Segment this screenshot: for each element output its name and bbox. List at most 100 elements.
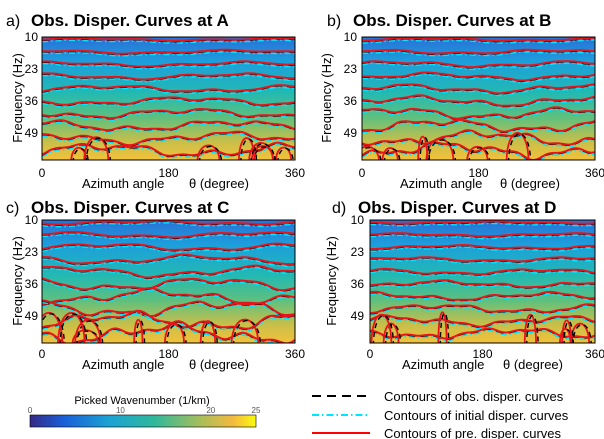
panel-c-ylabel: Frequency (Hz) — [10, 236, 25, 326]
initial-contour-line — [42, 51, 295, 57]
pre-contour-loop — [238, 137, 256, 160]
obs-contour-loop — [42, 313, 65, 343]
pre-contour-line — [42, 309, 295, 330]
initial-contour-line — [42, 86, 295, 95]
initial-contour-line — [370, 281, 595, 291]
ytick-label: 49 — [351, 309, 365, 323]
pre-contour-loop — [57, 312, 86, 343]
pre-contour-loop — [74, 319, 102, 343]
pre-contour-loop — [275, 146, 292, 160]
panel-c-yticks: 10 23 36 49 — [25, 213, 39, 323]
legend: Contours of obs. disper. curves Contours… — [312, 389, 569, 439]
xtick-label: 0 — [367, 347, 374, 361]
panel-b-frame — [361, 36, 596, 161]
panel-d-ylabel: Frequency (Hz) — [324, 236, 339, 326]
pre-contour-line — [42, 96, 295, 107]
obs-contour-loop — [468, 147, 490, 160]
colorbar: Picked Wavenumber (1/km) 0 10 20 25 — [28, 395, 261, 428]
xtick-label: 0 — [39, 347, 46, 361]
pre-contour-line — [370, 290, 595, 301]
pre-contour-line — [370, 256, 595, 263]
colorbar-tick-label: 0 — [28, 406, 33, 415]
panel-b-contours — [362, 37, 595, 160]
initial-contour-line — [362, 121, 595, 135]
obs-contour-loop — [199, 145, 222, 160]
pre-contour-line — [42, 84, 295, 93]
pre-contour-loop — [362, 145, 380, 160]
initial-contour-line — [370, 222, 595, 227]
xtick-label: 180 — [468, 166, 488, 180]
obs-contour-loop — [384, 148, 401, 160]
initial-contour-line — [370, 234, 595, 240]
colorbar-title: Picked Wavenumber (1/km) — [74, 395, 209, 407]
ytick-label: 36 — [25, 94, 39, 108]
initial-contour-line — [42, 110, 295, 122]
colorbar-tick-label: 25 — [252, 406, 261, 415]
pre-contour-line — [42, 230, 295, 239]
pre-contour-loop — [561, 319, 573, 343]
pre-contour-line — [370, 303, 595, 314]
ytick-label: 23 — [25, 245, 39, 259]
xtick-label: 360 — [285, 347, 305, 361]
initial-contour-line — [42, 222, 295, 228]
pre-contour-line — [42, 72, 295, 81]
pre-contour-line — [42, 277, 295, 292]
pre-contour-loop — [196, 144, 221, 160]
panel-a-frame — [41, 36, 296, 161]
pre-contour-line — [362, 71, 595, 82]
pre-contour-line — [42, 48, 295, 55]
initial-contour-line — [42, 289, 295, 307]
pre-contour-line — [370, 267, 595, 276]
ytick-label: 10 — [25, 30, 39, 44]
obs-contour-loop — [72, 148, 89, 160]
initial-contour-line — [42, 62, 295, 70]
obs-contour-loop — [372, 315, 394, 343]
panel-d-xlabel-theta: θ (degree) — [503, 357, 563, 372]
xtick-label: 0 — [39, 166, 46, 180]
ytick-label: 49 — [25, 126, 39, 140]
pre-contour-loop — [71, 329, 100, 343]
panel-d-title: Obs. Disper. Curves at D — [358, 198, 556, 217]
pre-contour-line — [42, 130, 295, 147]
ytick-label: 10 — [344, 30, 358, 44]
initial-contour-line — [370, 305, 595, 316]
colorbar-tick-label: 20 — [206, 406, 215, 415]
panel-b-yticks: 10 23 36 49 — [344, 30, 358, 140]
pre-contour-line — [362, 106, 595, 120]
xtick-label: 360 — [585, 347, 604, 361]
panel-b-xlabel-theta: θ (degree) — [500, 176, 560, 191]
panel-a-xlabel: Azimuth angle — [82, 176, 164, 191]
pre-contour-loop — [70, 146, 87, 160]
panel-d-xticks: 0 180 360 — [367, 347, 604, 361]
initial-contour-line — [370, 270, 595, 278]
panel-c-frame — [41, 219, 296, 344]
panel-a-contours — [42, 37, 295, 160]
initial-contour-line — [362, 74, 595, 84]
panel-b-ylabel: Frequency (Hz) — [319, 53, 334, 143]
ytick-label: 10 — [351, 213, 365, 227]
pre-contour-line — [362, 60, 595, 69]
initial-contour-line — [42, 267, 295, 281]
initial-contour-line — [362, 85, 595, 97]
panel-d-xlabel: Azimuth angle — [402, 357, 484, 372]
pre-contour-line — [370, 314, 595, 328]
initial-contour-line — [42, 39, 295, 44]
pre-contour-line — [370, 279, 595, 289]
panel-c-title: Obs. Disper. Curves at C — [31, 198, 229, 217]
initial-contour-line — [362, 108, 595, 122]
obs-contour-loop — [362, 147, 382, 160]
initial-contour-line — [370, 246, 595, 252]
pre-contour-loop — [505, 131, 530, 160]
pre-contour-line — [42, 60, 295, 68]
initial-contour-line — [362, 62, 595, 70]
obs-contour-loop — [76, 320, 104, 343]
panel-d: d) Obs. Disper. Curves at D Frequency (H… — [324, 198, 604, 372]
obs-contour-loop — [427, 139, 456, 160]
panel-a-yticks: 10 23 36 49 — [25, 30, 39, 140]
panel-c-label: c) — [6, 200, 19, 217]
pre-contour-line — [362, 118, 595, 133]
initial-contour-line — [42, 312, 295, 332]
pre-contour-loop — [248, 142, 274, 160]
initial-contour-line — [42, 98, 295, 108]
pre-contour-loop — [523, 313, 537, 343]
